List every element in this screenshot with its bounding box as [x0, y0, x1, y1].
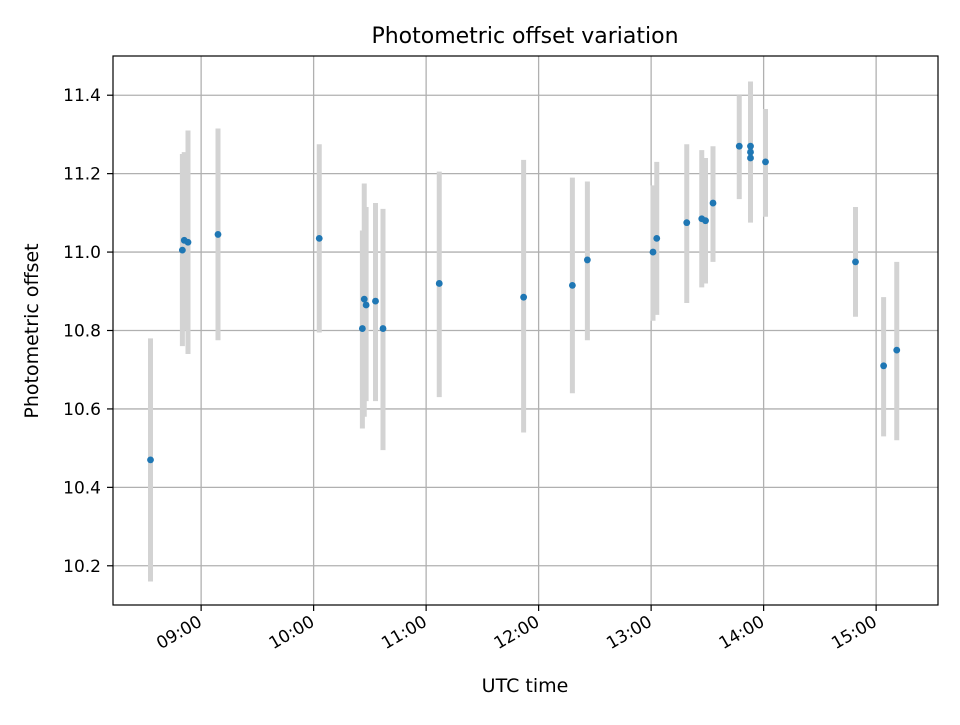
data-point [747, 148, 754, 156]
x-tick-label: 13:00 [603, 612, 655, 654]
data-point [214, 231, 222, 238]
data-point [747, 142, 754, 150]
y-tick-label: 10.2 [63, 557, 101, 577]
data-point [683, 219, 691, 227]
data-point [360, 295, 368, 303]
x-tick-label: 14:00 [716, 612, 768, 654]
y-tick-label: 11.2 [63, 165, 101, 185]
data-point [762, 158, 769, 166]
x-axis-label: UTC time [482, 675, 569, 697]
data-point [568, 282, 576, 289]
data-point [358, 325, 366, 332]
x-tick-label: 11:00 [378, 612, 430, 654]
data-point [520, 293, 528, 301]
data-point [362, 301, 370, 309]
data-point [653, 234, 661, 242]
data-point [735, 142, 743, 150]
data-point [147, 456, 154, 464]
x-tick-label: 12:00 [491, 612, 543, 654]
data-point [379, 325, 387, 332]
y-tick-label: 10.6 [63, 400, 101, 420]
data-points [147, 142, 901, 464]
data-point [709, 199, 717, 207]
y-tick-label: 11.0 [63, 243, 101, 263]
data-point [372, 297, 379, 305]
data-point [583, 256, 591, 264]
x-axis-ticks: 09:00 10:00 11:00 12:00 13:00 14:00 15:00 [153, 605, 881, 654]
y-axis-label: Photometric offset [21, 243, 43, 418]
data-point [852, 258, 859, 266]
chart-title: Photometric offset variation [371, 24, 678, 49]
data-point [315, 234, 323, 242]
y-axis-ticks: 10.2 10.4 10.6 10.8 11.0 11.2 11.4 [63, 86, 113, 577]
x-tick-label: 09:00 [153, 612, 205, 654]
y-tick-label: 10.8 [63, 322, 101, 342]
data-point [747, 154, 754, 162]
data-point [702, 217, 709, 225]
data-point [649, 248, 657, 256]
data-point [893, 346, 901, 354]
data-point [184, 238, 192, 246]
error-bars [148, 81, 900, 582]
data-point [880, 362, 888, 370]
y-tick-label: 11.4 [63, 86, 101, 106]
x-tick-label: 15:00 [828, 612, 880, 654]
data-point [435, 280, 443, 287]
x-tick-label: 10:00 [266, 612, 318, 654]
y-tick-label: 10.4 [63, 478, 101, 498]
data-point [178, 246, 186, 254]
